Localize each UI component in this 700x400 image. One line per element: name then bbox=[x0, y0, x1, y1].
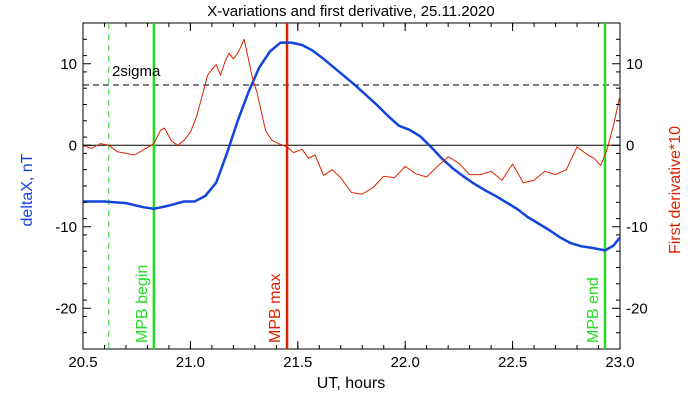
x-tick-label: 22.5 bbox=[498, 354, 527, 371]
marker-label-3: MPB end bbox=[585, 277, 602, 343]
chart-title: X-variations and first derivative, 25.11… bbox=[207, 3, 494, 20]
y-axis-label-right: First derivative*10 bbox=[667, 126, 684, 254]
y-tick-label-right: -10 bbox=[626, 219, 648, 236]
plot-area: MPB begin MPB max MPB end bbox=[82, 22, 621, 350]
x-axis-label: UT, hours bbox=[317, 375, 385, 392]
y-tick-label-left: -10 bbox=[55, 219, 77, 236]
y-tick-label-right: 0 bbox=[626, 137, 634, 154]
y-axis-label-left: deltaX, nT bbox=[19, 153, 36, 226]
series-line-1 bbox=[82, 38, 621, 195]
x-tick-label: 20.5 bbox=[68, 354, 97, 371]
plot-frame bbox=[82, 22, 621, 350]
y-tick-label-left: 0 bbox=[69, 137, 77, 154]
x-tick-label: 22.0 bbox=[391, 354, 420, 371]
y-tick-label-right: -20 bbox=[626, 300, 648, 317]
y-tick-label-right: 10 bbox=[626, 56, 643, 73]
y-tick-label-left: 10 bbox=[60, 56, 77, 73]
x-tick-label: 21.5 bbox=[283, 354, 312, 371]
sigma-label: 2sigma bbox=[112, 63, 161, 80]
x-tick-label: 23.0 bbox=[605, 354, 634, 371]
x-tick-label: 21.0 bbox=[176, 354, 205, 371]
y-tick-label-left: -20 bbox=[55, 300, 77, 317]
axis-ticks: 20.5 21.0 21.5 22.0 22.5 23.0 10 10 0 0 -10 -10 -20 -… bbox=[55, 22, 648, 371]
marker-label-2: MPB max bbox=[267, 274, 284, 343]
series-line-0 bbox=[83, 41, 621, 252]
marker-label-1: MPB begin bbox=[134, 265, 151, 343]
